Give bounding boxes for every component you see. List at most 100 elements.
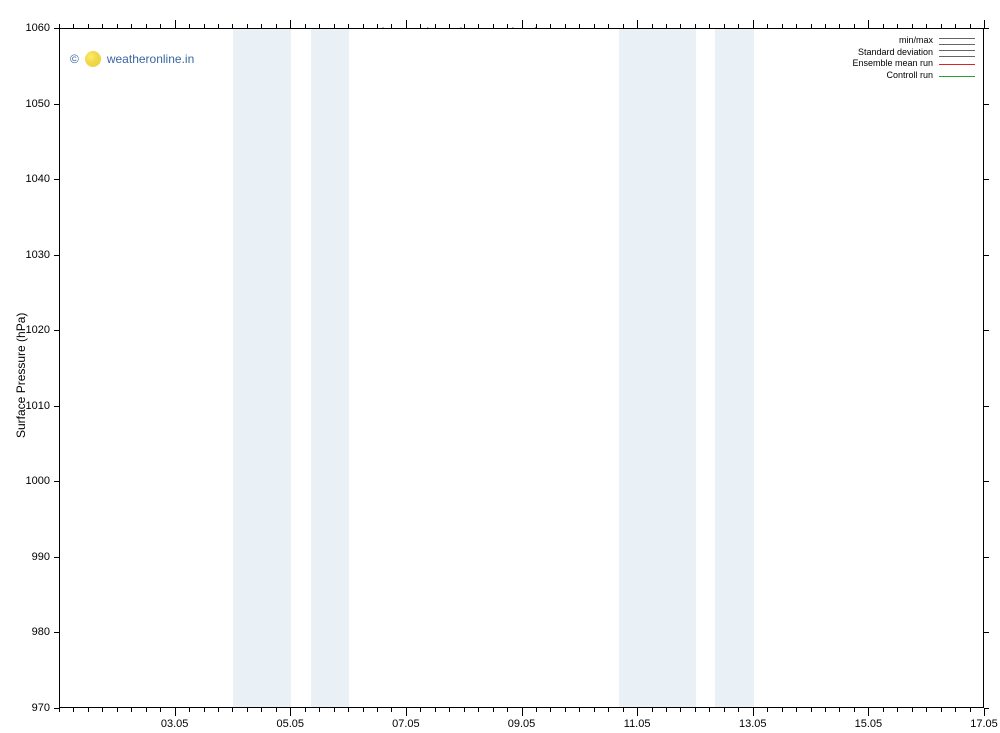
x-tick-mark-minor [189,24,190,28]
x-tick-mark-minor [377,708,378,712]
x-tick-mark-minor [666,24,667,28]
x-tick-mark-minor [102,708,103,712]
x-tick-mark-minor [348,24,349,28]
x-tick-mark-minor [796,24,797,28]
chart-container: CMC-ENS Time Series Edmonton (IAP) We. 0… [0,0,1000,733]
plot-area: © weatheronline.in min/maxStandard devia… [59,28,984,708]
x-tick-mark-minor [839,708,840,712]
x-tick-mark-major [175,708,176,716]
x-tick-mark-minor [247,708,248,712]
x-tick-mark-minor [319,708,320,712]
x-tick-mark-major [406,20,407,28]
x-tick-mark-minor [218,24,219,28]
x-tick-mark-major [868,20,869,28]
y-tick-mark [984,481,989,482]
y-tick-mark [984,330,989,331]
x-tick-label: 13.05 [739,718,767,730]
y-tick-label: 1050 [0,98,50,110]
y-tick-mark [984,179,989,180]
legend-symbol [939,37,975,45]
y-tick-label: 1060 [0,22,50,34]
x-tick-mark-minor [204,24,205,28]
x-tick-mark-minor [608,708,609,712]
x-tick-mark-minor [232,708,233,712]
x-tick-mark-major [175,20,176,28]
legend-label: Ensemble mean run [852,58,933,70]
x-tick-mark-minor [594,708,595,712]
x-tick-mark-minor [970,708,971,712]
x-tick-mark-minor [88,24,89,28]
y-tick-mark [54,179,59,180]
x-tick-mark-minor [825,708,826,712]
x-tick-mark-minor [261,708,262,712]
x-tick-mark-minor [926,708,927,712]
x-tick-mark-minor [59,708,60,712]
x-tick-mark-minor [363,24,364,28]
x-tick-mark-minor [420,24,421,28]
x-tick-mark-minor [334,24,335,28]
x-tick-mark-minor [565,24,566,28]
x-tick-mark-minor [854,24,855,28]
x-tick-mark-minor [146,24,147,28]
legend-item: Ensemble mean run [852,58,975,70]
x-tick-mark-minor [493,24,494,28]
x-tick-mark-minor [507,708,508,712]
x-tick-mark-minor [825,24,826,28]
x-tick-mark-major [637,20,638,28]
x-tick-label: 17.05 [970,718,998,730]
x-tick-mark-minor [709,708,710,712]
x-tick-mark-minor [912,24,913,28]
legend-label: Controll run [886,70,933,82]
x-tick-mark-minor [204,708,205,712]
x-tick-mark-minor [218,708,219,712]
x-tick-mark-minor [276,24,277,28]
x-tick-mark-minor [550,708,551,712]
legend-item: min/max [852,35,975,47]
x-tick-mark-minor [261,24,262,28]
y-tick-label: 970 [0,702,50,714]
x-tick-mark-minor [565,708,566,712]
y-tick-label: 990 [0,551,50,563]
legend: min/maxStandard deviationEnsemble mean r… [852,35,975,82]
x-tick-mark-minor [189,708,190,712]
y-tick-mark [984,632,989,633]
x-tick-mark-minor [738,24,739,28]
x-tick-mark-minor [348,708,349,712]
x-tick-mark-major [522,20,523,28]
x-tick-mark-minor [88,708,89,712]
x-tick-mark-minor [594,24,595,28]
x-tick-mark-minor [680,708,681,712]
x-tick-mark-minor [811,708,812,712]
x-tick-mark-minor [420,708,421,712]
x-tick-label: 05.05 [276,718,304,730]
y-tick-mark [984,104,989,105]
legend-item: Standard deviation [852,47,975,59]
x-tick-mark-minor [767,708,768,712]
x-tick-mark-minor [796,708,797,712]
x-tick-mark-minor [247,24,248,28]
y-tick-label: 1040 [0,173,50,185]
shaded-band [311,29,350,707]
x-tick-mark-minor [926,24,927,28]
y-tick-label: 1010 [0,400,50,412]
legend-item: Controll run [852,70,975,82]
x-tick-mark-minor [449,708,450,712]
x-tick-mark-minor [305,24,306,28]
y-tick-mark [54,104,59,105]
x-tick-mark-minor [970,24,971,28]
x-tick-mark-minor [493,708,494,712]
x-tick-mark-minor [854,708,855,712]
y-tick-mark [54,557,59,558]
x-tick-mark-minor [955,708,956,712]
x-tick-mark-minor [478,708,479,712]
legend-label: min/max [899,35,933,47]
x-tick-mark-minor [897,24,898,28]
legend-label: Standard deviation [858,47,933,59]
legend-symbol [939,72,975,80]
x-tick-mark-minor [146,708,147,712]
x-tick-mark-minor [117,24,118,28]
legend-symbol [939,49,975,57]
x-tick-mark-minor [276,708,277,712]
x-tick-mark-minor [897,708,898,712]
x-tick-mark-minor [738,708,739,712]
